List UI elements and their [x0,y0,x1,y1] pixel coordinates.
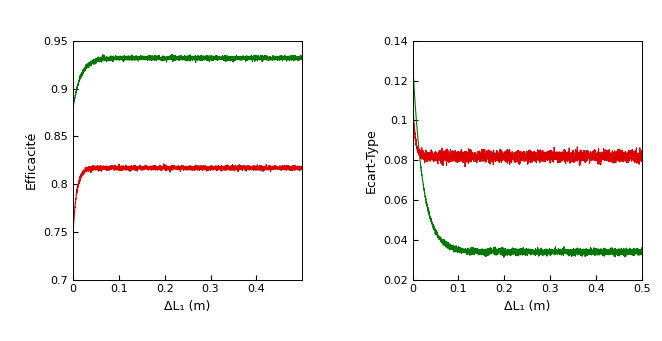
X-axis label: ΔL₁ (m): ΔL₁ (m) [504,300,551,313]
Y-axis label: Ecart-Type: Ecart-Type [364,128,377,193]
Y-axis label: Efficacité: Efficacité [24,131,38,189]
X-axis label: ΔL₁ (m): ΔL₁ (m) [164,300,211,313]
